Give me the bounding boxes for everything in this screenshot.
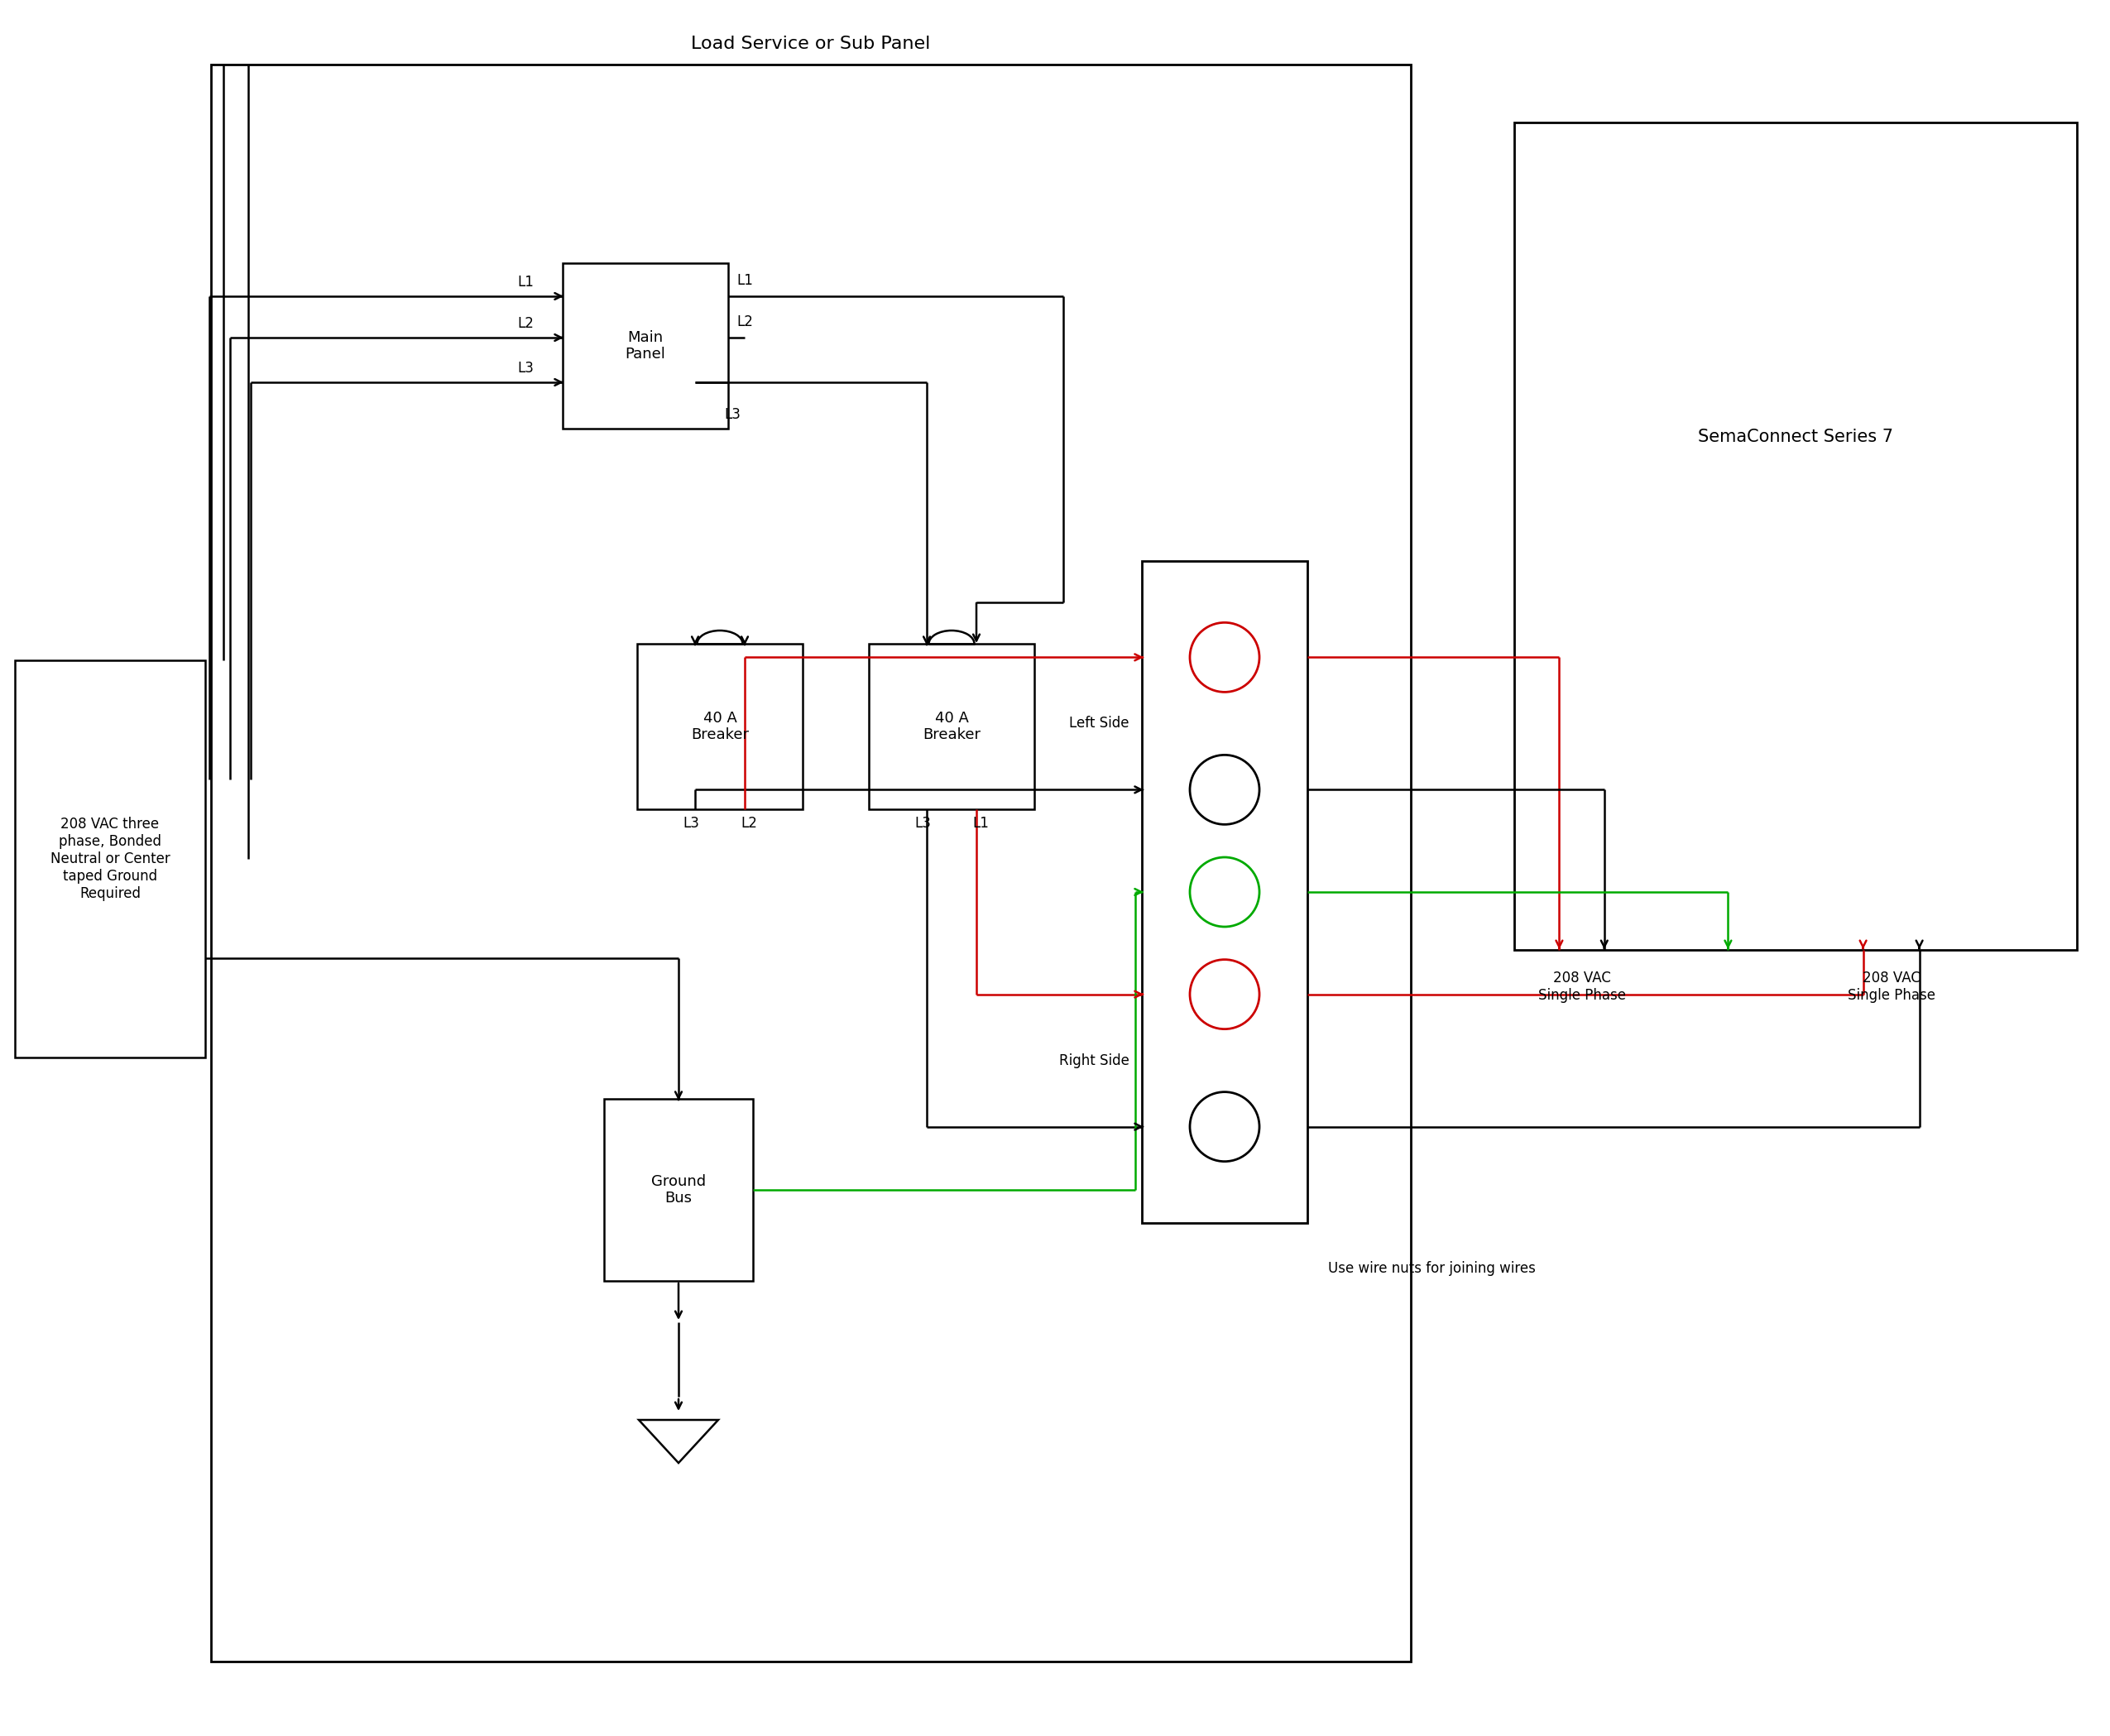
Text: 208 VAC
Single Phase: 208 VAC Single Phase — [1538, 970, 1625, 1003]
FancyBboxPatch shape — [563, 264, 728, 429]
FancyBboxPatch shape — [1142, 561, 1308, 1222]
Text: L1: L1 — [736, 273, 753, 288]
Text: Main
Panel: Main Panel — [625, 330, 665, 361]
Text: L1: L1 — [973, 816, 990, 832]
Text: Ground
Bus: Ground Bus — [652, 1174, 707, 1207]
Text: 40 A
Breaker: 40 A Breaker — [690, 710, 749, 743]
Text: 208 VAC
Single Phase: 208 VAC Single Phase — [1848, 970, 1935, 1003]
Text: Use wire nuts for joining wires: Use wire nuts for joining wires — [1327, 1260, 1536, 1276]
Text: 40 A
Breaker: 40 A Breaker — [922, 710, 981, 743]
Text: L2: L2 — [517, 316, 534, 332]
Text: 208 VAC three
phase, Bonded
Neutral or Center
taped Ground
Required: 208 VAC three phase, Bonded Neutral or C… — [51, 818, 171, 901]
Text: Right Side: Right Side — [1059, 1054, 1129, 1068]
Text: L3: L3 — [684, 816, 698, 832]
Text: L3: L3 — [517, 361, 534, 375]
Text: L3: L3 — [914, 816, 931, 832]
Text: L3: L3 — [724, 408, 741, 422]
FancyBboxPatch shape — [603, 1099, 753, 1281]
Text: L1: L1 — [517, 274, 534, 290]
FancyBboxPatch shape — [1515, 123, 2076, 950]
Text: Load Service or Sub Panel: Load Service or Sub Panel — [692, 35, 931, 52]
Text: Left Side: Left Side — [1070, 715, 1129, 731]
FancyBboxPatch shape — [637, 644, 802, 809]
Text: L2: L2 — [741, 816, 757, 832]
Text: SemaConnect Series 7: SemaConnect Series 7 — [1699, 429, 1893, 444]
FancyBboxPatch shape — [211, 64, 1412, 1661]
FancyBboxPatch shape — [15, 660, 205, 1057]
Text: L2: L2 — [736, 314, 753, 330]
FancyBboxPatch shape — [869, 644, 1034, 809]
